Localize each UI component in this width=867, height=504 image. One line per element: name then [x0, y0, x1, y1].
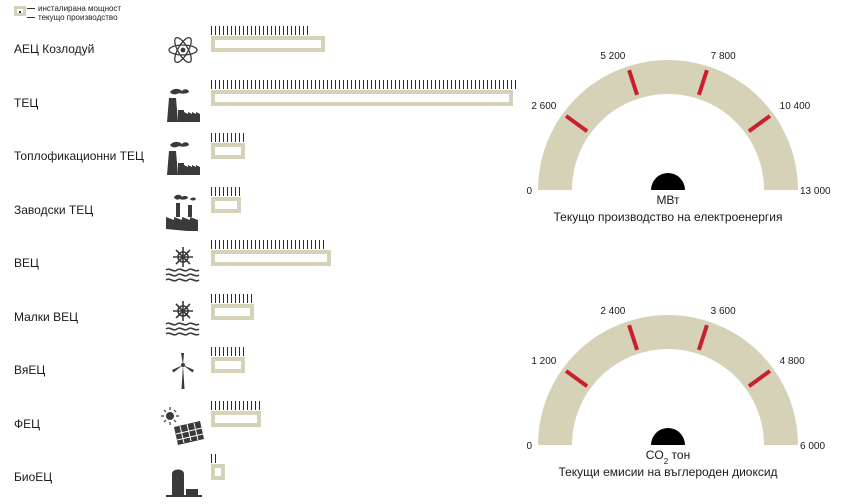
gauge-tick-label: 3 600 [711, 306, 736, 317]
emissions-gauge: 0 1 200 2 400 3 600 4 800 6 000 CO2 тонТекущи … [526, 306, 825, 479]
installed-capacity-bar [211, 357, 245, 373]
gauge-tick-label: 0 [526, 441, 532, 452]
gauge-track [538, 315, 798, 445]
plant-name: БиоЕЦ [14, 470, 53, 484]
current-production-bar [211, 454, 218, 463]
gauge-unit: CO2 тон [646, 448, 690, 466]
gauge-tick [696, 324, 709, 351]
gauge-tick-label: 1 200 [531, 356, 556, 367]
plant-name: Заводски ТЕЦ [14, 202, 94, 217]
gauge-unit: МВт [656, 193, 680, 207]
legend-pointer-line [27, 8, 35, 9]
current-production-bar [211, 186, 242, 196]
gauge-tick [627, 324, 640, 351]
installed-capacity-bar [211, 143, 245, 159]
current-production-bar [211, 240, 325, 249]
gauge-tick-label: 5 200 [600, 51, 625, 62]
plant-row: Малки ВЕЦ [0, 293, 520, 344]
plant-name: ТЕЦ [14, 95, 39, 110]
installed-capacity-bar [211, 303, 254, 320]
legend-installed-label: инсталирана мощност [38, 4, 122, 13]
installed-capacity-bar [211, 36, 325, 52]
power-plant-icon [160, 84, 206, 124]
legend-current-label: текущо производство [38, 13, 118, 22]
gauge-pointer [651, 173, 685, 190]
gauge-tick-label: 7 800 [711, 51, 736, 62]
installed-capacity-bar [211, 89, 513, 106]
gauge-tick-label: 6 000 [800, 441, 825, 452]
gauge-tick [696, 69, 709, 96]
solar-panel-icon [160, 405, 206, 445]
gauge-tick [564, 114, 589, 133]
gauge-caption: Текущо производство на електроенергия [554, 210, 783, 224]
installed-capacity-bar [211, 250, 331, 266]
plant-row: Топлофикационни ТЕЦ [0, 133, 520, 183]
plant-row: Заводски ТЕЦ [0, 186, 520, 237]
factory-icon [160, 191, 206, 232]
wind-turbine-icon [160, 351, 206, 391]
plant-row: ФЕЦ [0, 400, 520, 451]
power-gauge: 0 2 600 5 200 7 800 10 400 13 000 МВт Текущо пр… [526, 51, 830, 224]
gauge-caption: Текущи емисии на въглероден диоксид [558, 465, 777, 479]
legend-current-swatch [19, 11, 21, 13]
gauge-track [538, 60, 798, 190]
bio-plant-icon [160, 458, 206, 498]
hydro-icon [160, 244, 206, 284]
gauge-tick [627, 69, 640, 96]
current-production-bar [211, 133, 247, 142]
installed-capacity-bar [211, 196, 241, 213]
plant-name: Топлофикационни ТЕЦ [14, 149, 144, 163]
current-production-bar [211, 79, 519, 89]
power-plant-icon [160, 137, 206, 177]
installed-capacity-bar [211, 464, 225, 480]
plant-name: ВЕЦ [14, 256, 39, 270]
plant-row: ВЕЦ [0, 240, 520, 290]
gauge-tick-label: 4 800 [780, 356, 805, 367]
gauge-pointer [651, 428, 685, 445]
legend-installed-swatch [14, 6, 26, 16]
gauge-tick [747, 114, 772, 133]
current-production-bar [211, 400, 261, 410]
current-production-bar [211, 347, 247, 356]
hydro-icon [160, 298, 206, 338]
current-production-bar [211, 293, 255, 303]
plant-name: Малки ВЕЦ [14, 309, 78, 324]
current-production-bar [211, 26, 311, 35]
gauge-tick-label: 10 400 [780, 101, 811, 112]
plant-name: ВяЕЦ [14, 363, 46, 377]
plant-row: БиоЕЦ [0, 454, 520, 504]
gauge-tick-label: 0 [526, 186, 532, 197]
plant-row: ВяЕЦ [0, 347, 520, 397]
atom-icon [160, 30, 206, 70]
gauge-tick [747, 369, 772, 388]
plant-row: АЕЦ Козлодуй [0, 26, 520, 76]
plant-name: ФЕЦ [14, 416, 41, 431]
legend: инсталирана мощност текущо производство [14, 4, 174, 24]
gauge-tick-label: 2 400 [600, 306, 625, 317]
gauge-tick [564, 369, 589, 388]
legend-pointer-line [27, 17, 35, 18]
installed-capacity-bar [211, 410, 261, 427]
plant-name: АЕЦ Козлодуй [14, 42, 95, 56]
plant-row: ТЕЦ [0, 79, 520, 130]
gauge-tick-label: 13 000 [800, 186, 830, 197]
gauge-tick-label: 2 600 [531, 101, 556, 112]
